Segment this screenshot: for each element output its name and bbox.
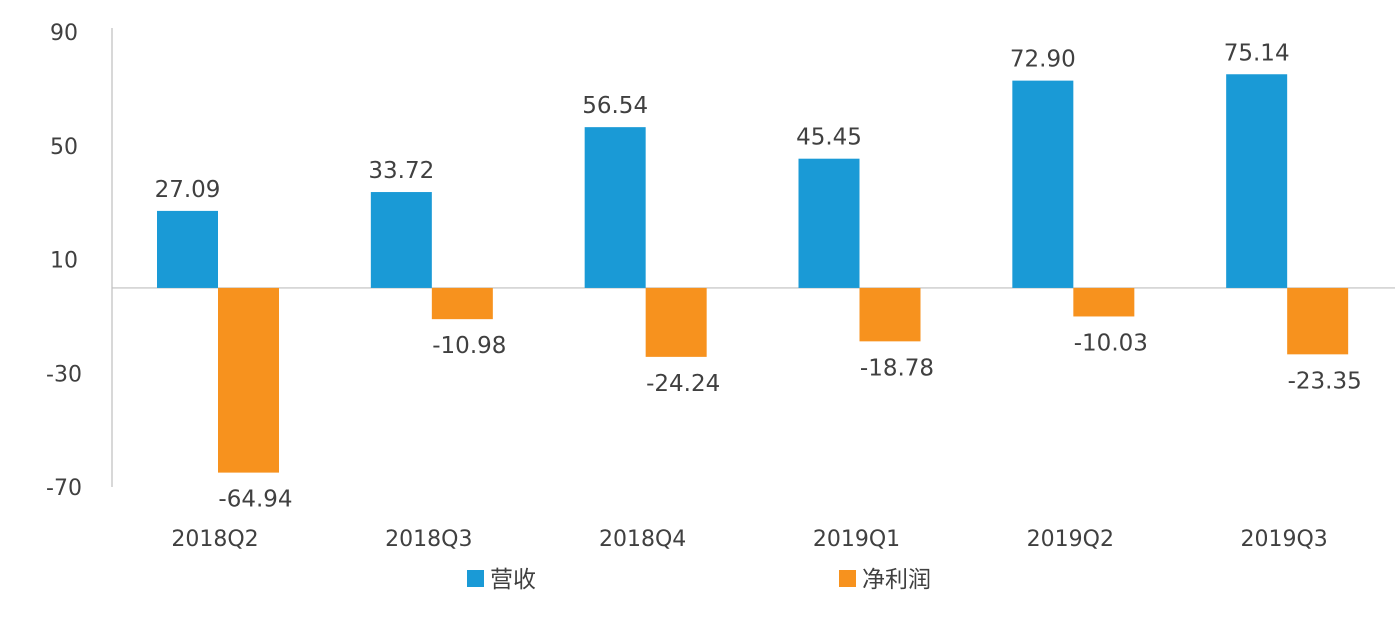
net-profit-value-label: -10.98 [432,333,506,359]
net-profit-bar [645,287,707,357]
revenue-bar [157,210,218,288]
revenue-value-label: 27.09 [155,177,221,203]
legend: 营收 净利润 [467,567,931,593]
x-tick-label: 2019Q1 [813,527,900,552]
revenue-value-label: 45.45 [796,125,862,151]
net-profit-bar [431,287,493,320]
net-profit-bar [1073,287,1135,317]
x-axis: 2018Q2 2018Q3 2018Q4 2019Q1 2019Q2 2019Q3 [171,527,1327,552]
x-tick-label: 2019Q2 [1027,527,1114,552]
revenue-bar [370,192,432,288]
legend-net-profit-swatch [839,570,856,587]
net-profit-bar [218,287,279,473]
net-profit-value-label: -24.24 [646,371,720,397]
y-tick-label: 90 [50,21,78,46]
data-labels: 27.09 -64.94 33.72 -10.98 56.54 -24.24 45.45 -1… [155,40,1362,512]
revenue-bar [584,127,646,288]
revenue-value-label: 56.54 [582,93,648,119]
net-profit-value-label: -64.94 [218,487,292,513]
legend-revenue-swatch [467,570,484,587]
y-tick-label: -70 [46,476,82,501]
x-tick-label: 2018Q3 [385,527,472,552]
legend-revenue-label: 营收 [490,567,536,593]
net-profit-value-label: -18.78 [860,355,934,381]
legend-net-profit-label: 净利润 [862,567,931,593]
y-tick-label: -30 [46,362,82,387]
net-profit-value-label: -23.35 [1288,368,1362,394]
y-tick-label: 10 [50,249,78,274]
revenue-bar [798,158,860,288]
net-profit-bar [859,287,921,342]
net-profit-value-label: -10.03 [1074,330,1148,356]
revenue-bar [1012,80,1074,288]
x-tick-label: 2019Q3 [1241,527,1328,552]
revenue-value-label: 75.14 [1224,40,1290,66]
x-tick-label: 2018Q2 [171,527,258,552]
x-tick-label: 2018Q4 [599,527,686,552]
y-axis: 90 50 10 -30 -70 [46,21,113,501]
revenue-value-label: 33.72 [368,158,434,184]
net-profit-bar [1287,287,1349,355]
bars [157,74,1349,473]
revenue-bar [1226,74,1288,288]
revenue-value-label: 72.90 [1010,47,1076,73]
y-tick-label: 50 [50,135,78,160]
